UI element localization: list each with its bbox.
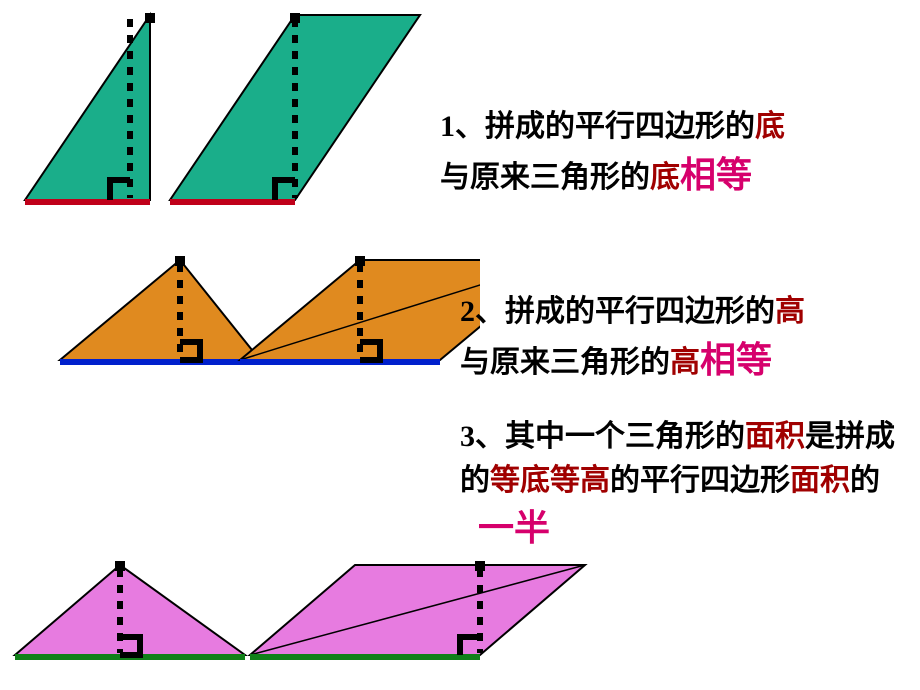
t: 2、拼成的平行四边形的 — [460, 295, 775, 328]
t: 等底等高 — [490, 464, 610, 497]
t: 高 — [775, 295, 805, 328]
t: 底 — [650, 161, 680, 194]
t: 面积 — [790, 464, 850, 497]
apex-dot-icon — [290, 13, 300, 23]
apex-dot-icon — [115, 561, 125, 571]
apex-dot-icon — [355, 256, 365, 266]
row3-text: 3、其中一个三角形的面积是拼成的等底等高的平行四边形面积的 一半 — [460, 415, 920, 554]
apex-dot-icon — [475, 561, 485, 571]
row3-triangle — [15, 565, 245, 655]
t: 一半 — [478, 508, 550, 548]
apex-dot-icon — [145, 13, 155, 23]
t: 的 — [850, 464, 880, 497]
t: 底 — [755, 110, 785, 143]
t: 高 — [670, 346, 700, 379]
t: 的平行四边形 — [610, 464, 790, 497]
row2-shapes — [0, 250, 480, 375]
t: 与原来三角形的 — [440, 161, 650, 194]
t: 与原来三角形的 — [460, 346, 670, 379]
t: 3、其中一个三角形的 — [460, 420, 745, 453]
row1-shapes — [0, 5, 430, 215]
t: 面积 — [745, 420, 805, 453]
row1-text: 1、拼成的平行四边形的底 与原来三角形的底相等 — [440, 105, 910, 201]
row2-text: 2、拼成的平行四边形的高 与原来三角形的高相等 — [460, 290, 920, 386]
t: 相等 — [680, 155, 752, 195]
row2-triangle — [60, 260, 260, 360]
row3-shapes — [0, 555, 620, 670]
t: 相等 — [700, 340, 772, 380]
t: 1、拼成的平行四边形的 — [440, 110, 755, 143]
apex-dot-icon — [175, 256, 185, 266]
